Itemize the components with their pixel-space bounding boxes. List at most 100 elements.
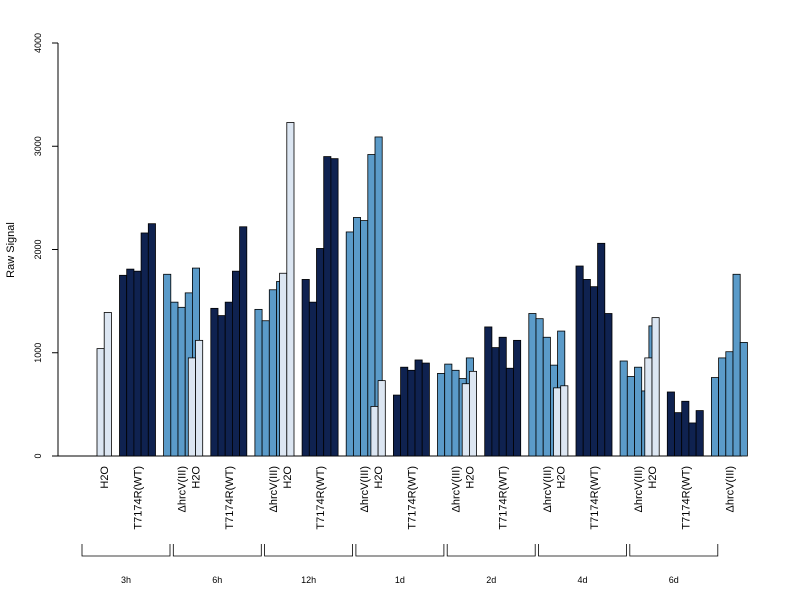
bar xyxy=(468,370,477,457)
bar xyxy=(451,369,460,457)
x-tick-label: T7174R(WT) xyxy=(133,466,145,530)
bar xyxy=(582,279,591,457)
bar xyxy=(308,301,317,457)
bar xyxy=(187,357,196,457)
x-tick-label: T7174R(WT) xyxy=(406,466,418,530)
bar xyxy=(239,226,248,457)
bar xyxy=(286,122,295,457)
x-tick-label: H2O xyxy=(464,466,476,489)
x-tick-label: H2O xyxy=(282,466,294,489)
time-label: 4d xyxy=(577,575,587,585)
bar xyxy=(224,301,233,457)
x-tick-label: ΔhrcV(III) xyxy=(633,466,645,512)
bar xyxy=(126,268,135,457)
bar xyxy=(217,315,226,457)
bar xyxy=(407,369,416,457)
bar xyxy=(484,326,493,457)
x-tick-label: H2O xyxy=(647,466,659,489)
bar xyxy=(119,274,128,457)
bar xyxy=(177,306,186,457)
time-label: 3h xyxy=(121,575,131,585)
bar xyxy=(739,342,748,457)
x-tick-label: ΔhrcV(III) xyxy=(542,466,554,512)
bar xyxy=(279,272,288,457)
bar xyxy=(261,320,270,457)
bar xyxy=(644,357,653,457)
bar xyxy=(414,359,423,457)
time-bracket xyxy=(538,544,627,557)
bars xyxy=(96,122,748,457)
time-label: 2d xyxy=(486,575,496,585)
bar xyxy=(626,376,635,457)
bar xyxy=(461,383,470,457)
bar xyxy=(421,362,430,457)
bar xyxy=(301,279,310,457)
time-label: 6d xyxy=(669,575,679,585)
bar xyxy=(651,317,660,457)
bar xyxy=(513,339,522,457)
bar xyxy=(725,351,734,457)
bar xyxy=(352,217,361,457)
x-tick-label: T7174R(WT) xyxy=(315,466,327,530)
x-tick-label: ΔhrcV(III) xyxy=(177,466,189,512)
bar xyxy=(170,301,179,457)
bar xyxy=(377,380,386,457)
time-bracket xyxy=(264,544,353,557)
bar xyxy=(553,387,562,457)
bar xyxy=(732,273,741,457)
bar xyxy=(360,220,369,457)
bar xyxy=(505,367,514,457)
x-tick-labels: H2O T7174R(WT) ΔhrcV(III) H2O T7174R(WT) Δhrc… xyxy=(99,466,736,530)
bar xyxy=(96,348,105,457)
time-label: 6h xyxy=(212,575,222,585)
time-brackets: 3h 6h 12h 1d 2d 4d 6d xyxy=(81,544,719,585)
bar xyxy=(345,231,354,457)
bar xyxy=(491,347,500,457)
bar xyxy=(604,313,613,457)
bar xyxy=(437,372,446,457)
bar xyxy=(323,156,332,457)
bar xyxy=(666,391,675,457)
bar xyxy=(392,394,401,457)
y-tick-label: 4000 xyxy=(33,33,43,53)
time-bracket xyxy=(81,544,171,557)
bar xyxy=(590,286,599,457)
x-tick-label: ΔhrcV(III) xyxy=(268,466,280,512)
y-tick-label: 3000 xyxy=(33,136,43,156)
x-tick-label: T7174R(WT) xyxy=(498,466,510,530)
bar xyxy=(444,363,453,457)
bar xyxy=(254,308,263,457)
bar xyxy=(163,273,172,457)
time-label: 12h xyxy=(301,575,316,585)
bar xyxy=(681,400,690,457)
bar xyxy=(231,270,240,457)
bar xyxy=(498,336,507,457)
bar xyxy=(316,248,325,457)
time-bracket xyxy=(172,544,262,557)
bar xyxy=(330,158,339,457)
time-bracket xyxy=(355,544,445,557)
bar xyxy=(634,366,643,457)
bar xyxy=(528,313,537,457)
x-tick-label: T7174R(WT) xyxy=(680,466,692,530)
y-axis: 0 1000 2000 3000 4000 xyxy=(33,33,59,459)
bar xyxy=(103,312,112,457)
y-tick-label: 0 xyxy=(33,453,43,458)
bar xyxy=(133,270,142,457)
x-tick-label: H2O xyxy=(191,466,203,489)
bar xyxy=(711,377,720,457)
x-tick-label: T7174R(WT) xyxy=(224,466,236,530)
time-bracket xyxy=(446,544,536,557)
x-tick-label: H2O xyxy=(99,466,111,489)
bar xyxy=(147,223,156,457)
x-tick-label: H2O xyxy=(556,466,568,489)
bar xyxy=(140,232,149,457)
bar xyxy=(688,422,697,457)
bar xyxy=(210,307,219,457)
y-tick-label: 2000 xyxy=(33,239,43,259)
x-tick-label: ΔhrcV(III) xyxy=(359,466,371,512)
bar xyxy=(535,318,544,457)
bar xyxy=(575,265,584,457)
y-tick-label: 1000 xyxy=(33,343,43,363)
